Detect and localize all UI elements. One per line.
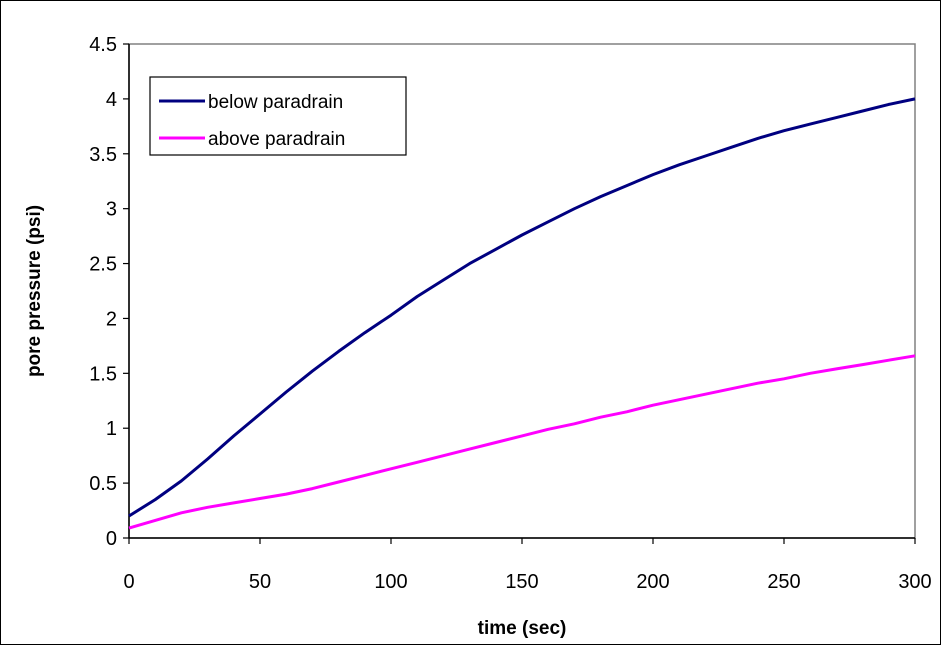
y-axis-ticks: 0 0.5 1 1.5 2 2.5 3 3.5 4 4.5 bbox=[89, 34, 129, 550]
x-axis-ticks: 0 50 100 150 200 250 300 bbox=[123, 538, 932, 593]
legend-label-above-paradrain: above paradrain bbox=[208, 129, 345, 150]
x-tick-label: 300 bbox=[898, 571, 931, 593]
x-tick-label: 250 bbox=[767, 571, 800, 593]
x-tick-label: 0 bbox=[123, 571, 134, 593]
y-tick-label: 3 bbox=[106, 199, 117, 221]
x-tick-label: 100 bbox=[374, 571, 407, 593]
x-tick-label: 200 bbox=[636, 571, 669, 593]
y-axis-title: pore pressure (psi) bbox=[24, 205, 45, 377]
legend-box bbox=[149, 76, 407, 156]
series-line-below-paradrain bbox=[128, 97, 916, 518]
legend-label-below-paradrain: below paradrain bbox=[208, 92, 343, 113]
legend: below paradrain above paradrain bbox=[149, 76, 407, 156]
y-tick-label: 1.5 bbox=[89, 363, 117, 385]
y-tick-label: 1 bbox=[106, 418, 117, 440]
y-tick-label: 3.5 bbox=[89, 144, 117, 166]
series-layer bbox=[128, 97, 916, 530]
x-axis-title: time (sec) bbox=[478, 618, 567, 639]
y-tick-label: 2.5 bbox=[89, 254, 117, 276]
y-tick-label: 4 bbox=[106, 89, 117, 111]
y-tick-label: 2 bbox=[106, 308, 117, 330]
x-tick-label: 150 bbox=[505, 571, 538, 593]
y-tick-label: 4.5 bbox=[89, 34, 117, 56]
y-tick-label: 0 bbox=[106, 528, 117, 550]
x-tick-label: 50 bbox=[249, 571, 271, 593]
y-tick-label: 0.5 bbox=[89, 473, 117, 495]
series-line-above-paradrain bbox=[128, 354, 916, 530]
